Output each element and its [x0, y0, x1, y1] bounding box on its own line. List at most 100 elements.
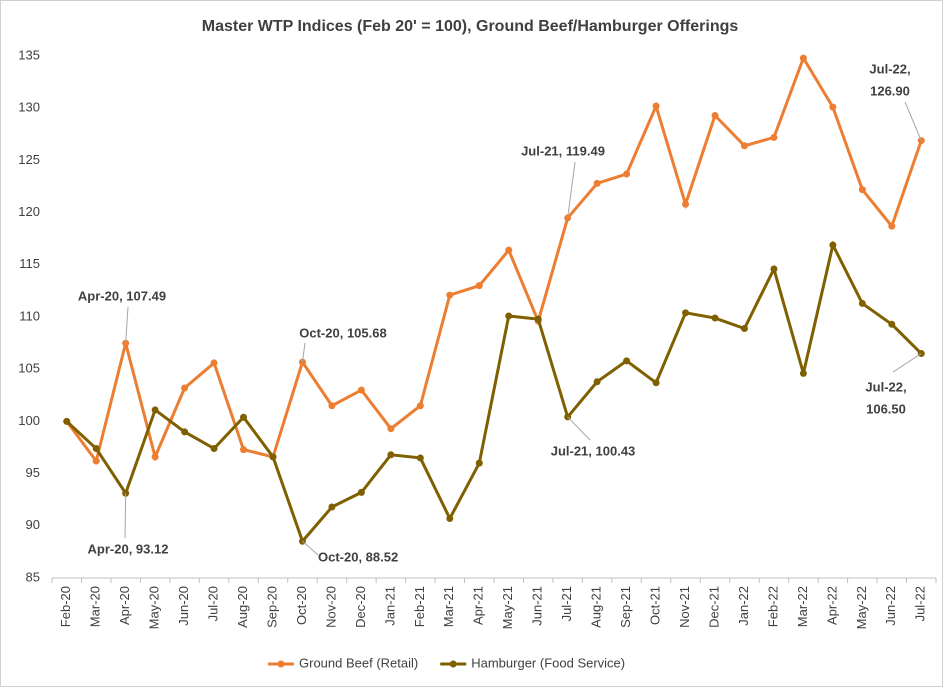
x-tick-label: Sep-20 — [264, 586, 279, 628]
legend-label: Hamburger (Food Service) — [471, 655, 625, 670]
data-point — [888, 320, 896, 328]
y-tick-label: 125 — [18, 152, 40, 167]
data-point — [328, 402, 336, 410]
y-tick-label: 90 — [26, 517, 40, 532]
data-point — [858, 299, 866, 307]
annotation: 106.50 — [866, 401, 906, 416]
y-tick-label: 95 — [26, 465, 40, 480]
x-tick-label: Jan-22 — [736, 586, 751, 626]
y-tick-label: 130 — [18, 100, 40, 115]
y-tick-label: 85 — [26, 569, 40, 584]
x-tick-label: Dec-20 — [353, 586, 368, 628]
x-tick-label: Mar-22 — [795, 586, 810, 627]
y-tick-label: 120 — [18, 204, 40, 219]
data-point — [210, 359, 218, 367]
leader-line — [567, 416, 591, 441]
annotation: Apr-20, 107.49 — [78, 288, 166, 303]
annotation: Jul-21, 100.43 — [551, 443, 636, 458]
data-point — [446, 291, 454, 299]
x-tick-label: Dec-21 — [706, 586, 721, 628]
leader-line — [904, 101, 922, 141]
data-point — [505, 246, 513, 254]
x-tick-label: Jun-22 — [883, 586, 898, 626]
data-point — [122, 339, 130, 347]
data-point — [357, 488, 365, 496]
legend-marker — [277, 660, 285, 668]
x-tick-label: Apr-20 — [117, 586, 132, 625]
x-tick-label: Apr-22 — [824, 586, 839, 625]
data-point — [240, 446, 248, 454]
data-point — [711, 112, 719, 120]
y-tick-label: 110 — [19, 308, 40, 323]
annotation: Jul-22, — [869, 61, 910, 76]
data-point — [770, 265, 778, 273]
x-tick-label: Mar-21 — [441, 586, 456, 627]
data-point — [740, 324, 748, 332]
data-point — [357, 386, 365, 394]
data-point — [799, 369, 807, 377]
leader-line — [302, 540, 319, 556]
data-point — [682, 200, 690, 208]
x-tick-label: Nov-20 — [323, 586, 338, 628]
x-tick-label: Aug-20 — [235, 586, 250, 628]
chart-title: Master WTP Indices (Feb 20' = 100), Grou… — [202, 18, 739, 35]
x-tick-label: Jun-21 — [530, 586, 545, 626]
x-tick-label: Oct-20 — [294, 586, 309, 625]
x-tick-label: Aug-21 — [589, 586, 604, 628]
data-point — [652, 379, 660, 387]
y-tick-label: 135 — [18, 47, 40, 62]
annotation: Oct-20, 88.52 — [318, 549, 398, 564]
data-point — [446, 514, 454, 522]
y-tick-label: 115 — [19, 256, 40, 271]
leader-line — [892, 353, 922, 373]
x-tick-label: Apr-21 — [471, 586, 486, 625]
data-point — [505, 312, 513, 320]
x-tick-label: May-20 — [147, 586, 162, 629]
data-point — [799, 54, 807, 62]
data-point — [682, 309, 690, 317]
x-tick-label: Oct-21 — [648, 586, 663, 625]
x-tick-label: Sep-21 — [618, 586, 633, 628]
data-point — [416, 454, 424, 462]
annotation: Jul-22, — [865, 379, 906, 394]
x-tick-label: Jul-22 — [913, 586, 928, 621]
data-point — [711, 314, 719, 322]
data-point — [829, 103, 837, 111]
data-point — [858, 186, 866, 194]
data-point — [269, 453, 277, 461]
legend-marker — [449, 660, 457, 668]
data-point — [888, 222, 896, 230]
data-point — [475, 282, 483, 290]
leader-line — [125, 306, 129, 344]
y-tick-label: 105 — [18, 361, 40, 376]
leader-line — [124, 493, 127, 539]
annotation: Apr-20, 93.12 — [88, 541, 169, 556]
x-tick-label: Feb-21 — [412, 586, 427, 627]
annotation: Oct-20, 105.68 — [299, 325, 386, 340]
data-point — [328, 503, 336, 511]
data-point — [475, 459, 483, 467]
data-point — [63, 417, 71, 425]
x-tick-label: Jan-21 — [382, 586, 397, 626]
data-point — [534, 315, 542, 323]
x-tick-label: Jun-20 — [176, 586, 191, 626]
data-point — [210, 445, 218, 453]
data-point — [623, 170, 631, 178]
data-point — [623, 357, 631, 365]
x-tick-label: Nov-21 — [677, 586, 692, 628]
data-point — [92, 457, 100, 465]
leader-line — [301, 342, 306, 363]
y-tick-label: 100 — [18, 413, 40, 428]
legend-label: Ground Beef (Retail) — [299, 655, 418, 670]
leader-line — [567, 161, 576, 218]
x-tick-label: Feb-22 — [765, 586, 780, 627]
data-point — [593, 179, 601, 187]
data-point — [92, 445, 100, 453]
series-line — [65, 54, 923, 465]
data-point — [593, 378, 601, 386]
x-tick-label: Jul-21 — [559, 586, 574, 621]
data-point — [151, 453, 159, 461]
data-point — [387, 451, 395, 459]
